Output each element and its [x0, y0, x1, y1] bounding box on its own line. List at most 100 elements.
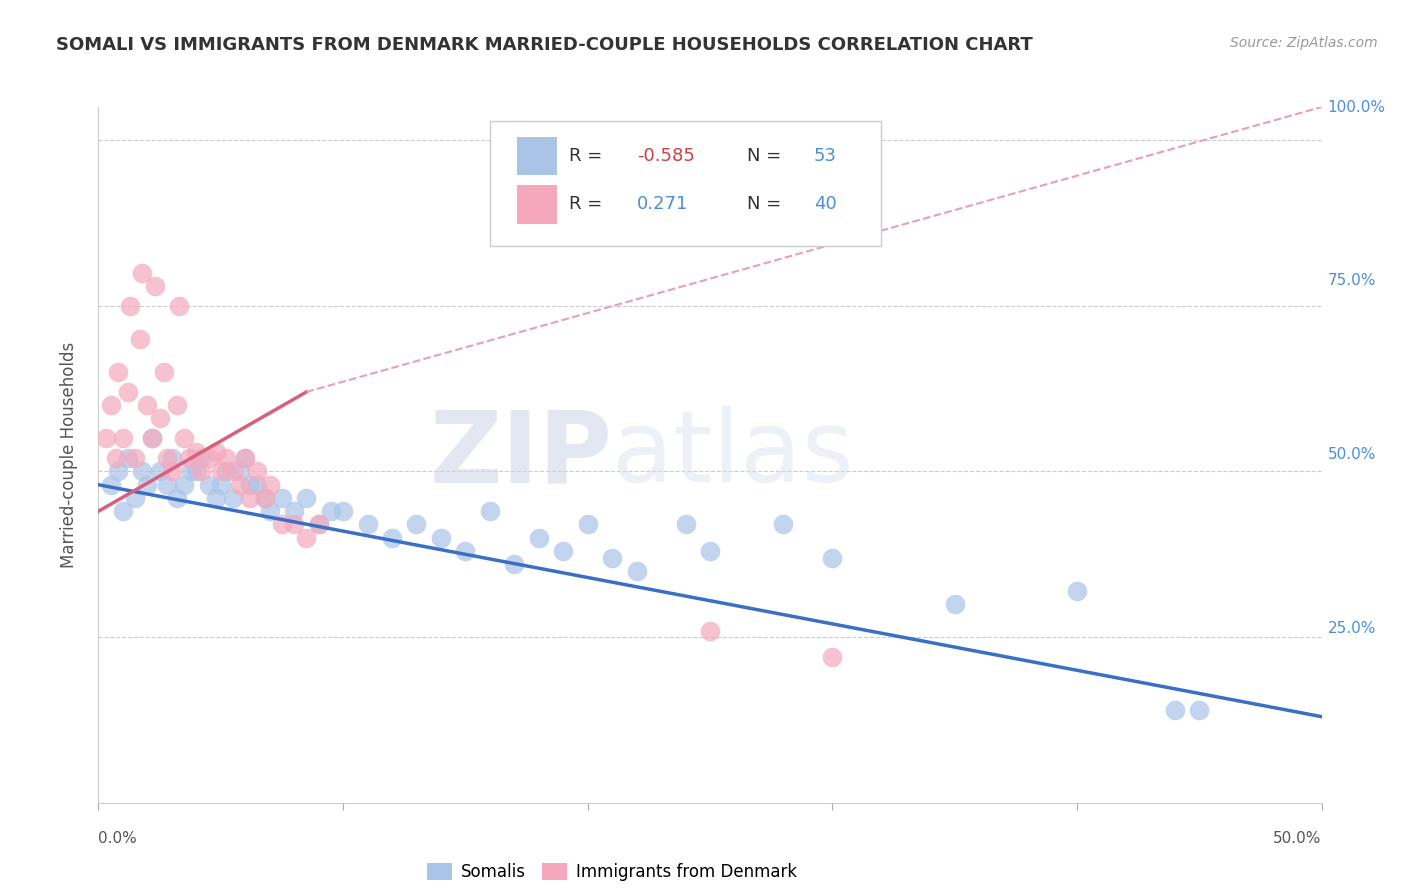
- Point: [1066, 583, 1088, 598]
- Point: [111, 431, 134, 445]
- Point: [129, 332, 152, 346]
- Point: [136, 477, 159, 491]
- Point: [821, 550, 844, 565]
- Point: [124, 451, 146, 466]
- Point: [943, 597, 966, 611]
- Legend: Somalis, Immigrants from Denmark: Somalis, Immigrants from Denmark: [420, 856, 804, 888]
- Point: [120, 299, 142, 313]
- Point: [233, 451, 256, 466]
- Point: [166, 491, 188, 505]
- Point: [332, 504, 354, 518]
- Point: [186, 465, 208, 479]
- Point: [209, 477, 232, 491]
- Point: [1188, 703, 1211, 717]
- Point: [699, 624, 721, 638]
- Point: [100, 477, 122, 491]
- Point: [576, 517, 599, 532]
- Point: [166, 398, 188, 412]
- Text: -0.585: -0.585: [637, 147, 695, 165]
- Text: R =: R =: [569, 195, 620, 213]
- Point: [214, 451, 236, 466]
- Point: [239, 477, 262, 491]
- Point: [246, 477, 269, 491]
- Point: [160, 465, 183, 479]
- Point: [131, 266, 153, 280]
- Point: [117, 384, 139, 399]
- Point: [205, 444, 228, 458]
- Point: [356, 517, 378, 532]
- Point: [107, 465, 129, 479]
- Point: [156, 451, 179, 466]
- Point: [600, 550, 623, 565]
- Text: 50.0%: 50.0%: [1274, 830, 1322, 846]
- Point: [675, 517, 697, 532]
- Text: R =: R =: [569, 147, 609, 165]
- FancyBboxPatch shape: [517, 136, 557, 175]
- Point: [283, 517, 305, 532]
- Point: [222, 491, 245, 505]
- FancyBboxPatch shape: [517, 186, 557, 224]
- Point: [214, 465, 236, 479]
- Point: [177, 451, 200, 466]
- Point: [772, 517, 794, 532]
- Point: [699, 544, 721, 558]
- Point: [253, 491, 276, 505]
- Text: 0.271: 0.271: [637, 195, 688, 213]
- FancyBboxPatch shape: [489, 121, 882, 246]
- Point: [553, 544, 575, 558]
- Point: [205, 491, 228, 505]
- Point: [197, 451, 219, 466]
- Point: [246, 465, 269, 479]
- Point: [186, 444, 208, 458]
- Point: [136, 398, 159, 412]
- Point: [107, 365, 129, 379]
- Point: [253, 491, 276, 505]
- Point: [527, 531, 550, 545]
- Point: [308, 517, 330, 532]
- Point: [270, 491, 294, 505]
- Point: [283, 504, 305, 518]
- Point: [131, 465, 153, 479]
- Point: [1164, 703, 1187, 717]
- Text: 0.0%: 0.0%: [98, 830, 138, 846]
- Point: [197, 477, 219, 491]
- Point: [141, 431, 163, 445]
- Text: atlas: atlas: [612, 407, 853, 503]
- Point: [167, 299, 190, 313]
- Point: [405, 517, 427, 532]
- Point: [190, 465, 212, 479]
- Point: [149, 411, 172, 425]
- Point: [478, 504, 501, 518]
- Point: [229, 465, 252, 479]
- Point: [156, 477, 179, 491]
- Point: [319, 504, 342, 518]
- Text: 50.0%: 50.0%: [1327, 448, 1376, 462]
- Point: [259, 477, 281, 491]
- Text: 75.0%: 75.0%: [1327, 274, 1376, 288]
- Point: [173, 477, 195, 491]
- Text: ZIP: ZIP: [429, 407, 612, 503]
- Text: 40: 40: [814, 195, 837, 213]
- Point: [141, 431, 163, 445]
- Point: [503, 558, 526, 572]
- Text: Source: ZipAtlas.com: Source: ZipAtlas.com: [1230, 36, 1378, 50]
- Text: N =: N =: [747, 147, 787, 165]
- Point: [173, 431, 195, 445]
- Point: [111, 504, 134, 518]
- Point: [117, 451, 139, 466]
- Text: 25.0%: 25.0%: [1327, 622, 1376, 636]
- Y-axis label: Married-couple Households: Married-couple Households: [59, 342, 77, 568]
- Point: [270, 517, 294, 532]
- Point: [821, 650, 844, 665]
- Point: [381, 531, 404, 545]
- Point: [222, 465, 245, 479]
- Point: [308, 517, 330, 532]
- Point: [180, 465, 202, 479]
- Point: [259, 504, 281, 518]
- Point: [229, 477, 252, 491]
- Point: [209, 465, 232, 479]
- Point: [124, 491, 146, 505]
- Point: [190, 451, 212, 466]
- Text: SOMALI VS IMMIGRANTS FROM DENMARK MARRIED-COUPLE HOUSEHOLDS CORRELATION CHART: SOMALI VS IMMIGRANTS FROM DENMARK MARRIE…: [56, 36, 1033, 54]
- Point: [626, 564, 648, 578]
